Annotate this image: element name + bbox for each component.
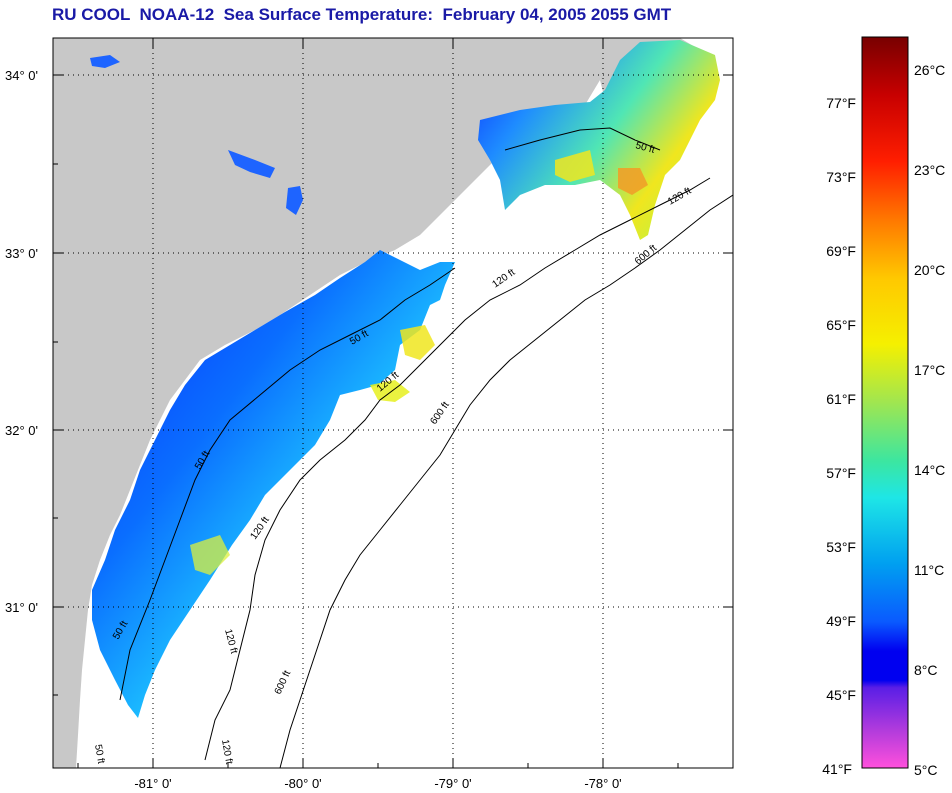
colorbar-celsius-label: 17°C (914, 362, 945, 378)
colorbar-celsius-label: 14°C (914, 462, 945, 478)
graticule (53, 38, 733, 768)
colorbar-gradient (861, 36, 909, 769)
lon-tick-label: -80° 0' (284, 776, 321, 791)
isobath-120ft (204, 177, 711, 761)
colorbar-celsius-label: 8°C (914, 662, 938, 678)
colorbar-celsius-label: 23°C (914, 162, 945, 178)
temperature-colorbar: 77°F 73°F 69°F 65°F 61°F 57°F 53°F 49°F … (822, 36, 945, 778)
colorbar-fahrenheit-label: 73°F (826, 169, 856, 185)
colorbar-celsius-label: 5°C (914, 762, 938, 778)
colorbar-fahrenheit-label: 69°F (826, 243, 856, 259)
colorbar-fahrenheit-label: 45°F (826, 687, 856, 703)
contour-label: 50 ft (92, 744, 106, 765)
sst-warm-patch (555, 150, 595, 182)
contour-label: 50 ft (634, 140, 656, 156)
colorbar-fahrenheit-label: 61°F (826, 391, 856, 407)
map-title: RU COOL NOAA-12 Sea Surface Temperature:… (52, 5, 672, 24)
sst-swath-north (478, 40, 720, 240)
lat-tick-label: 34° 0' (5, 68, 38, 83)
colorbar-fahrenheit-label: 53°F (826, 539, 856, 555)
colorbar-fahrenheit-label: 77°F (826, 95, 856, 111)
map-frame (52, 37, 734, 769)
lat-tick-label: 33° 0' (5, 246, 38, 261)
colorbar-fahrenheit-label: 49°F (826, 613, 856, 629)
contour-label: 120 ft (219, 739, 234, 766)
sst-warm-patch (618, 168, 648, 195)
land-mass (53, 38, 610, 768)
colorbar-fahrenheit-label: 57°F (826, 465, 856, 481)
isobath-contours (119, 127, 733, 768)
lake (286, 186, 303, 215)
lake (228, 150, 275, 178)
lake (90, 55, 120, 68)
map-panel: 50 ft 50 ft 50 ft 50 ft 50 ft 120 ft 120… (53, 38, 733, 768)
isobath-600ft (279, 194, 733, 768)
sst-swath-south (92, 250, 455, 718)
colorbar-fahrenheit-label: 41°F (822, 761, 852, 777)
frame-ticks (53, 38, 733, 768)
isobath-50ft (119, 267, 456, 701)
isobath-50ft-north (504, 127, 661, 151)
lat-tick-label: 32° 0' (5, 423, 38, 438)
lon-tick-label: -78° 0' (584, 776, 621, 791)
colorbar-celsius-label: 26°C (914, 62, 945, 78)
lat-tick-label: 31° 0' (5, 600, 38, 615)
sst-warm-patch (190, 535, 230, 575)
colorbar-celsius-label: 20°C (914, 262, 945, 278)
sst-warm-patch (400, 325, 435, 360)
colorbar-celsius-label: 11°C (914, 562, 944, 578)
colorbar-fahrenheit-label: 65°F (826, 317, 856, 333)
lon-tick-label: -81° 0' (134, 776, 171, 791)
lon-tick-label: -79° 0' (434, 776, 471, 791)
